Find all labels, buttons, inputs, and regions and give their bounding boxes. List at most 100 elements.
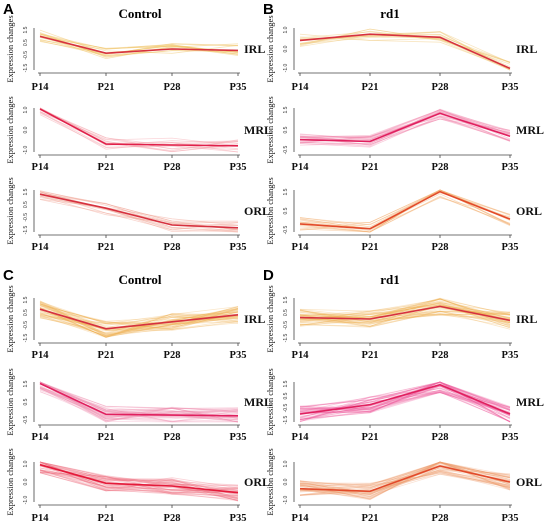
x-tick-label-p35: P35: [230, 82, 247, 93]
centroid-line: [299, 33, 511, 70]
member-line: [299, 467, 511, 498]
row-label-mrl: MRL: [244, 395, 272, 409]
x-tick-label-p35: P35: [230, 432, 247, 443]
member-line: [39, 461, 239, 492]
x-tick-label-p14: P14: [32, 513, 50, 524]
member-line: [299, 298, 511, 322]
member-line: [299, 302, 511, 326]
member-line: [39, 383, 239, 422]
member-line: [39, 314, 239, 329]
x-tick-label-p35: P35: [230, 162, 247, 173]
member-line: [39, 463, 239, 491]
y-tick-label: -1.5: [283, 333, 289, 342]
member-line: [39, 308, 239, 338]
member-line: [299, 189, 511, 223]
x-tick-label-p28: P28: [432, 242, 449, 253]
y-tick-label: -0.5: [23, 321, 29, 330]
x-tick-label-p21: P21: [98, 82, 115, 93]
row-label-mrl: MRL: [516, 395, 544, 409]
centroid-line: [299, 305, 511, 322]
x-tick-label-p14: P14: [292, 432, 310, 443]
member-line: [299, 302, 511, 318]
member-line: [39, 303, 239, 324]
member-line: [299, 461, 511, 487]
x-tick-label-p28: P28: [432, 82, 449, 93]
y-tick-label: -1.0: [23, 495, 29, 504]
x-tick-label-p21: P21: [98, 432, 115, 443]
panel-A: A Control 1.5 0.5 -0.5 -1.5 Expression chang…: [3, 1, 272, 253]
member-line: [299, 470, 511, 493]
member-line: [299, 197, 511, 230]
member-line: [299, 31, 511, 71]
row-label-irl: IRL: [516, 312, 537, 326]
member-line: [299, 471, 511, 495]
x-tick-label-p35: P35: [502, 82, 519, 93]
member-line: [39, 465, 239, 494]
member-line: [39, 386, 239, 413]
member-line: [299, 385, 511, 420]
member-line: [39, 461, 239, 501]
member-line: [39, 303, 239, 329]
y-axis-label: Expression changes: [265, 368, 275, 435]
member-line: [299, 473, 511, 496]
row-label-orl: ORL: [244, 204, 270, 218]
y-axis-label: Expression changes: [5, 15, 15, 82]
y-tick-label: 1.5: [283, 106, 289, 113]
member-line: [39, 381, 239, 422]
panel-letter-b: B: [263, 1, 274, 18]
x-tick-label-p21: P21: [98, 242, 115, 253]
x-tick-label-p35: P35: [230, 242, 247, 253]
member-line: [299, 306, 511, 323]
member-line: [39, 386, 239, 422]
member-line: [39, 381, 239, 413]
member-line: [39, 311, 239, 326]
y-axis-label: Expression changes: [265, 177, 275, 244]
member-line: [299, 192, 511, 231]
member-line: [39, 313, 239, 331]
member-line: [39, 111, 239, 151]
member-line: [39, 382, 239, 419]
x-tick-label-p28: P28: [164, 82, 181, 93]
member-line: [299, 311, 511, 321]
member-line: [299, 35, 511, 64]
x-tick-label-p21: P21: [98, 513, 115, 524]
y-tick-label: 0.0: [23, 126, 29, 133]
panel-d-title: rd1: [380, 272, 400, 287]
y-tick-label: -1.5: [23, 225, 29, 234]
member-line: [39, 301, 239, 335]
member-line: [299, 469, 511, 493]
member-line: [39, 107, 239, 153]
member-line: [39, 461, 239, 492]
panel-letter-c: C: [3, 267, 14, 284]
y-tick-label: 1.5: [23, 188, 29, 195]
member-line: [39, 109, 239, 153]
member-line: [299, 304, 511, 321]
member-line: [39, 300, 239, 330]
panel-c-title: Control: [118, 272, 161, 287]
x-tick-label-p35: P35: [230, 513, 247, 524]
y-tick-label: 0.5: [23, 39, 29, 46]
panel-b-plot-orl: 1.5 0.5 -0.5 Expression changes P14 P21 P28 P35…: [265, 177, 542, 253]
member-line: [39, 388, 239, 419]
y-tick-label: 0.5: [23, 201, 29, 208]
member-line: [299, 387, 511, 414]
panel-d-plots: 1.5 0.5 -0.5 -1.5 Expression changes P14 P21 P2…: [265, 285, 544, 524]
x-tick-label-p28: P28: [432, 162, 449, 173]
x-tick-label-p28: P28: [164, 513, 181, 524]
member-line: [299, 196, 511, 233]
member-line: [39, 461, 239, 492]
y-tick-label: -1.5: [23, 63, 29, 72]
member-line: [299, 391, 511, 414]
y-tick-label: 1.5: [283, 296, 289, 303]
member-line: [299, 385, 511, 416]
member-line: [39, 303, 239, 330]
x-tick-label-p35: P35: [230, 350, 247, 361]
member-line: [299, 189, 511, 228]
centroid-line: [39, 382, 239, 417]
centroid-line: [39, 193, 239, 229]
member-line: [299, 109, 511, 143]
member-line: [39, 197, 239, 226]
member-line: [299, 462, 511, 500]
member-line: [299, 311, 511, 328]
member-line: [299, 300, 511, 324]
